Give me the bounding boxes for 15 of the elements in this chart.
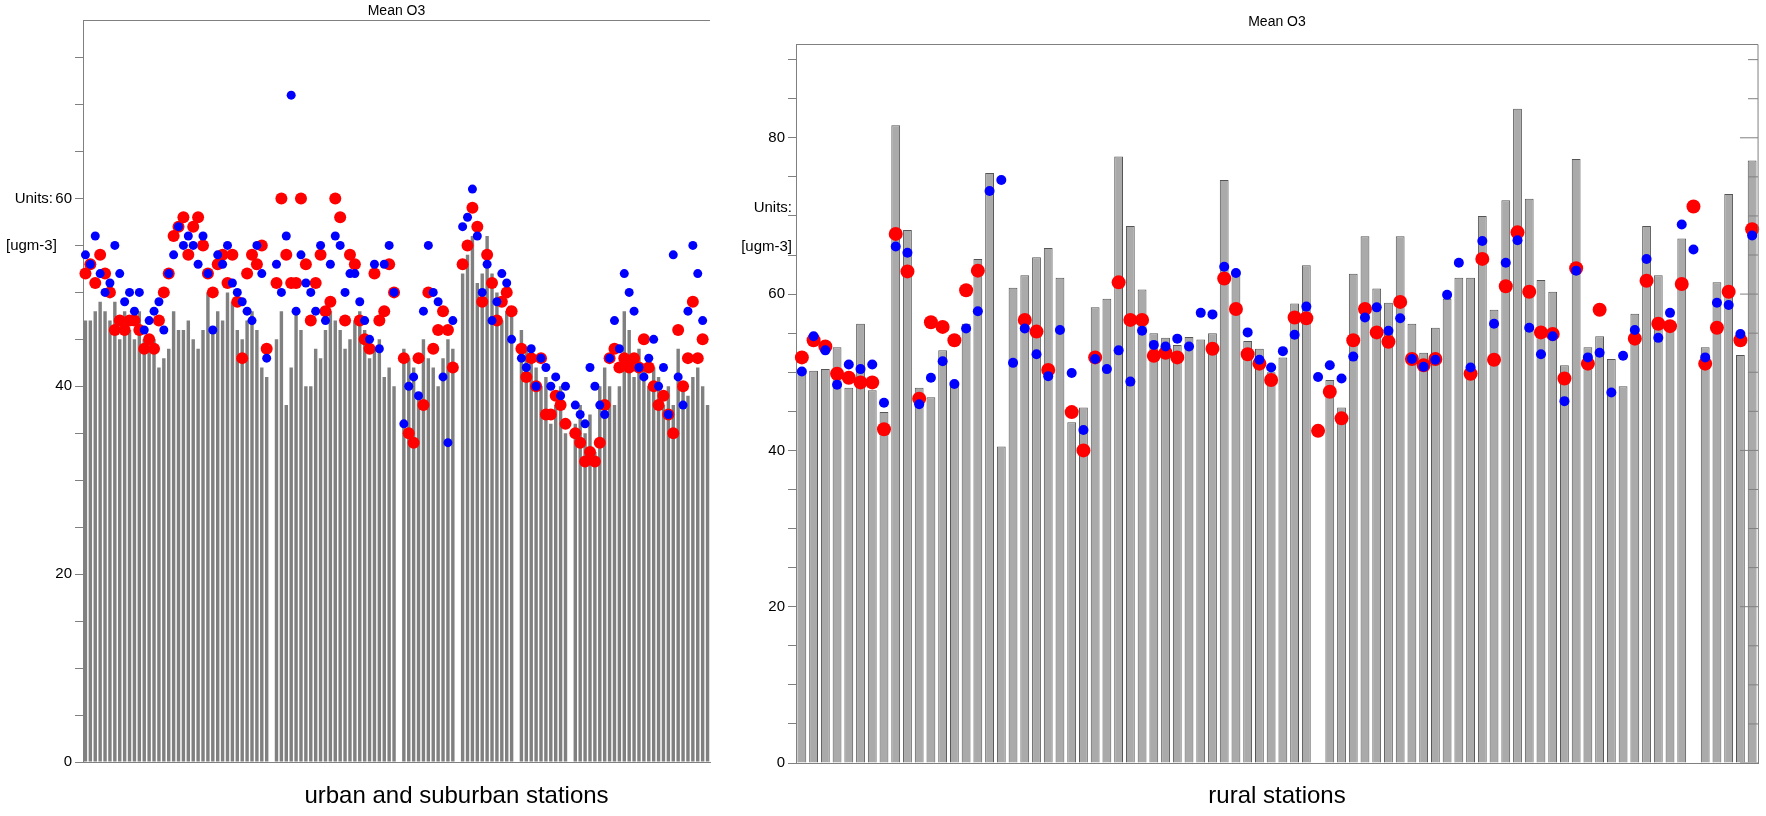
y-tick-label: 40 — [55, 376, 72, 394]
text: urban and suburban stations — [304, 780, 609, 808]
chart-title: Mean O3 — [367, 1, 426, 18]
y-tick-label: 80 — [768, 127, 785, 145]
text: Units: [ugm-3] — [741, 198, 792, 255]
y-tick-label: 0 — [63, 752, 72, 770]
text: rural stations — [1208, 780, 1346, 808]
y-tick-label: 60 — [55, 188, 72, 206]
y-tick-label: 20 — [55, 564, 72, 582]
y-tick-label: 20 — [768, 596, 785, 614]
y-tick-label: 60 — [768, 284, 785, 302]
y-tick-label: 0 — [776, 753, 785, 771]
y-tick-label: 40 — [768, 440, 785, 458]
text: Units: [ugm-3] — [6, 188, 57, 253]
chart-title: Mean O3 — [1248, 12, 1306, 29]
